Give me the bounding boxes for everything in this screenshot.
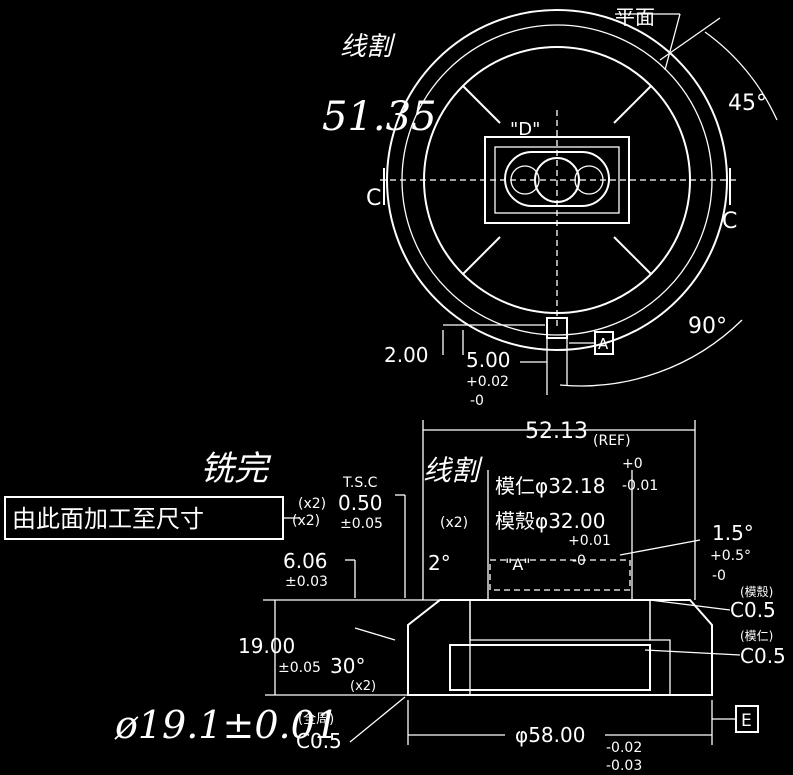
spoke-nw: [462, 85, 501, 124]
hand-cut-note: 线割: [423, 454, 483, 487]
section-c-left: C: [366, 186, 381, 211]
datum-a-label: A: [598, 335, 609, 353]
ref-dim-label: 52.13: [525, 419, 588, 444]
dia-58-label: φ58.00: [515, 723, 585, 747]
hand-done-note: 铣完: [200, 449, 272, 489]
spoke-sw: [462, 236, 501, 275]
core-label: 模仁φ32.18: [495, 474, 605, 498]
angle-2-label: 2°: [428, 551, 451, 575]
core-minus: -0.01: [622, 478, 658, 494]
chamfer-all-label: C0.5: [296, 729, 342, 753]
angle-45-arc: [704, 31, 778, 121]
outer-circle: [386, 9, 728, 351]
x2-b: (x2): [292, 513, 320, 529]
spoke-se: [613, 236, 652, 275]
key-slot: [546, 317, 568, 339]
dim-2-label: 2.00: [384, 343, 429, 367]
x2-c: (x2): [440, 515, 468, 531]
hatch-right: [649, 599, 713, 696]
ref-tag: (REF): [593, 433, 631, 449]
dim-19-tol: ±0.05: [278, 660, 321, 676]
angle-15-leader: [619, 539, 701, 556]
flat-label: 平面: [615, 5, 655, 29]
cavity-minus: -0: [572, 553, 586, 569]
angle-30-label: 30°: [330, 654, 365, 678]
dim-050-tol: ±0.05: [340, 516, 383, 532]
dia-58-plus: -0.02: [606, 740, 642, 756]
angle-15-label: 1.5°: [712, 521, 754, 545]
core-plus: +0: [622, 456, 643, 472]
top-view: 平面 45° 90° "D" C C A 2.00 5.00 +0.02 -0 …: [322, 5, 778, 409]
dim-5-plus: +0.02: [466, 374, 509, 390]
angle-15-minus: -0: [712, 568, 726, 584]
hand-dim-note: ø19.1±0.01: [114, 703, 339, 747]
cavity-plus: +0.01: [568, 533, 611, 549]
cavity-label: 模殼φ32.00: [495, 509, 605, 533]
hand-number-top: 51.35: [322, 94, 437, 140]
chamfer-all-leader: [349, 696, 406, 743]
dim-606-label: 6.06: [283, 549, 328, 573]
dim-5-label: 5.00: [466, 348, 511, 372]
bottom-recess: [449, 644, 651, 691]
dim-19-label: 19.00: [238, 634, 295, 658]
x2-d: (x2): [350, 679, 376, 694]
chamfer-core-tag: (模仁): [740, 629, 773, 643]
dia-58-minus: -0.03: [606, 758, 642, 774]
flat-leader: [664, 13, 681, 71]
hatch-center: [469, 599, 651, 641]
angle-90-label: 90°: [688, 314, 727, 339]
angle-90-arc: [559, 319, 743, 387]
section-c-right: C: [722, 209, 737, 234]
hand-note-top: 线割: [340, 32, 396, 62]
detail-a-label: "A": [505, 555, 531, 574]
x2-a: (x2): [298, 496, 326, 512]
spoke-ne: [613, 85, 652, 124]
chamfer-cavity-tag: (模殼): [740, 585, 773, 599]
hatch-left: [407, 599, 471, 696]
angle-45-label: 45°: [728, 91, 767, 116]
angle-extension: [659, 17, 721, 61]
tsc-label: T.S.C: [342, 475, 378, 491]
all-round-tag: (全周): [298, 711, 334, 727]
view-d-label: "D": [510, 119, 540, 140]
boxed-note-text: 由此面加工至尺寸: [12, 505, 204, 533]
body-outline: [407, 599, 713, 696]
dim-606-tol: ±0.03: [285, 574, 328, 590]
chamfer-core-label: C0.5: [740, 644, 786, 668]
section-view: 52.13 (REF) +0 模仁φ32.18 -0.01 模殼φ32.00 +…: [4, 419, 786, 774]
chamfer-cavity-leader: [649, 599, 731, 611]
angle-30-leader: [354, 627, 396, 641]
datum-e-label: E: [741, 711, 752, 731]
detail-a-region: [489, 559, 631, 591]
angle-15-plus: +0.5°: [710, 548, 751, 564]
dim-5-minus: -0: [470, 393, 484, 409]
chamfer-core-leader: [644, 649, 741, 656]
chamfer-cavity-label: C0.5: [730, 598, 776, 622]
dim-050-label: 0.50: [338, 491, 383, 515]
